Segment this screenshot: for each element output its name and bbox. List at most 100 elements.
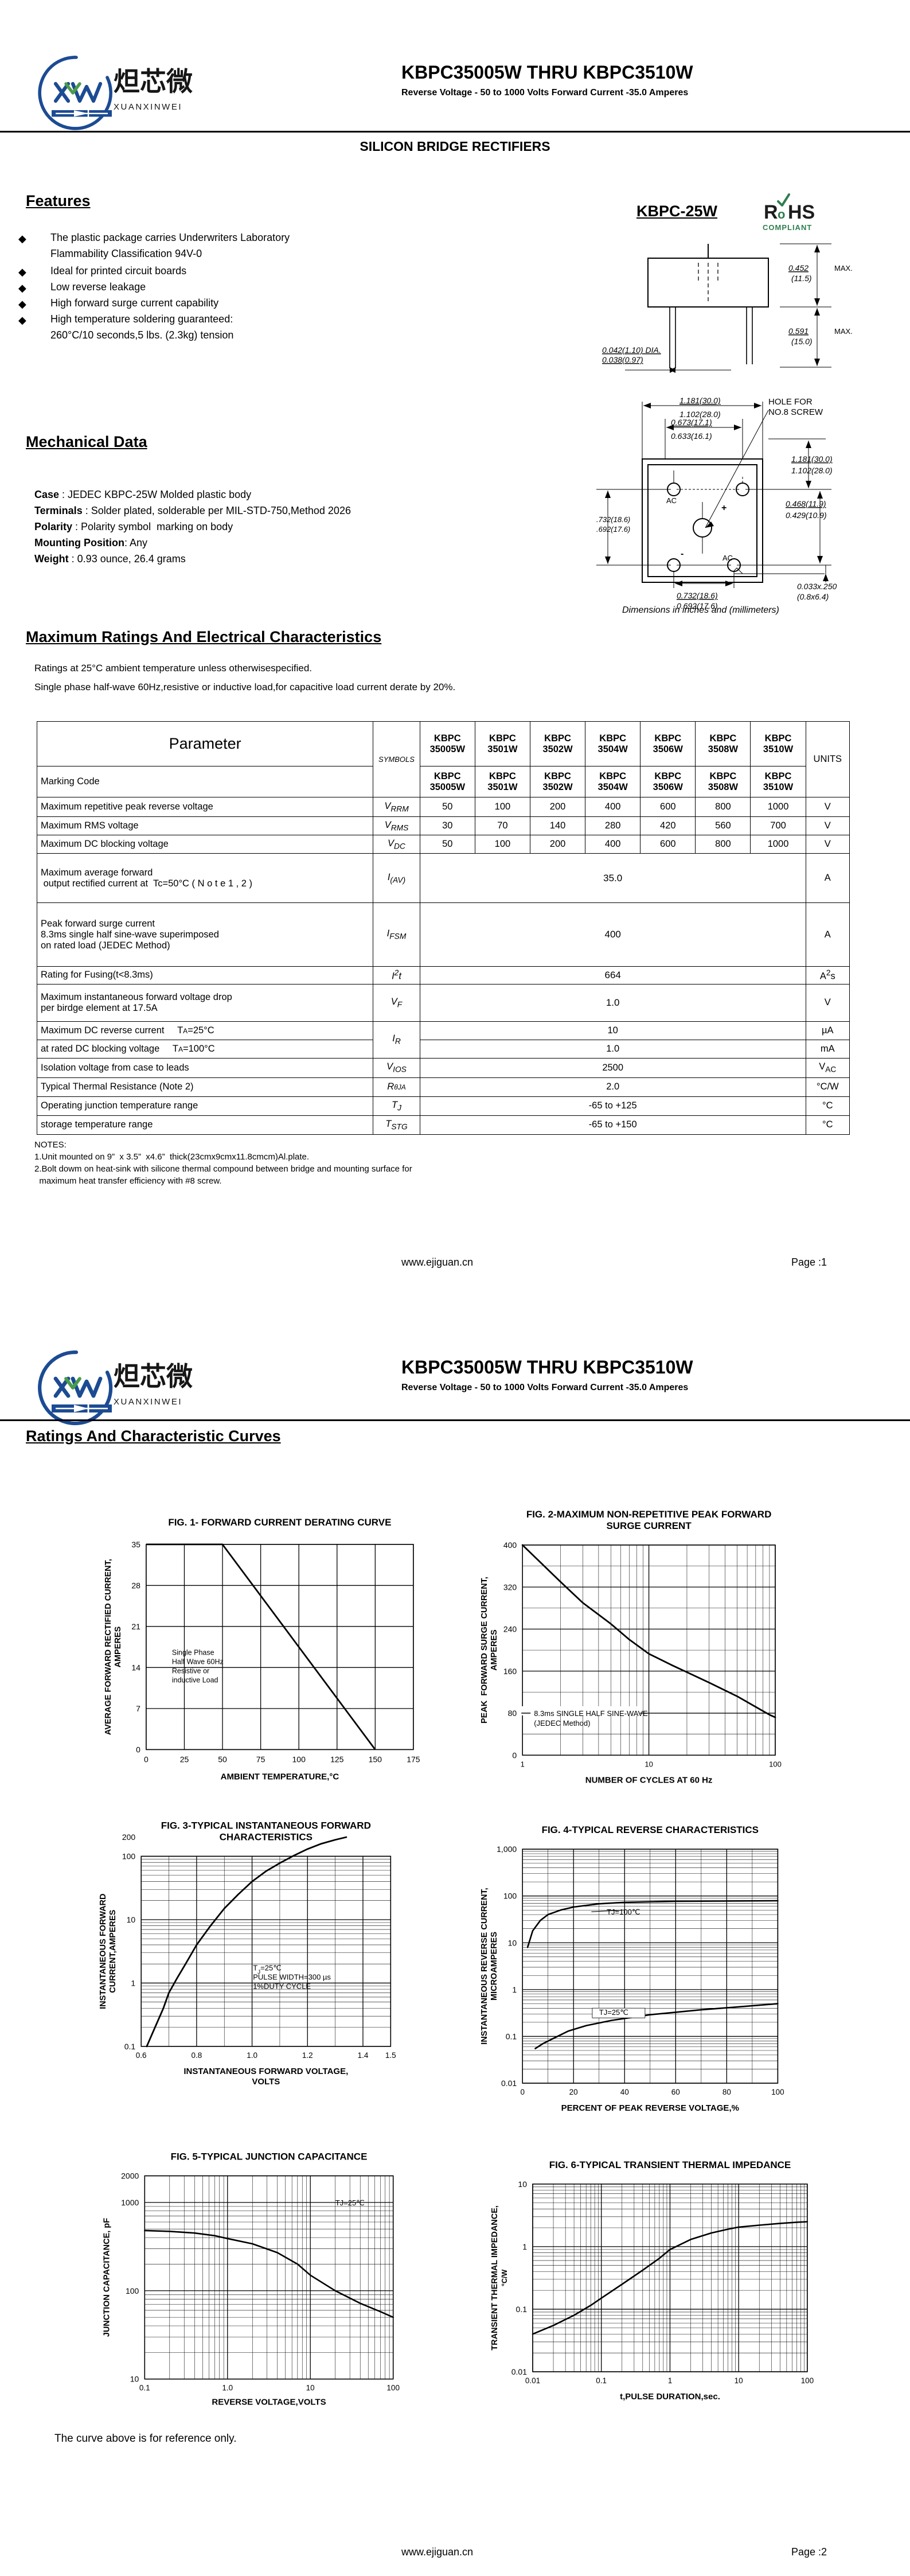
svg-text:1.2: 1.2 [302,2051,313,2060]
svg-text:0.1: 0.1 [516,2305,528,2314]
svg-text:1.5: 1.5 [385,2051,396,2060]
svg-text:+: + [721,503,727,513]
svg-text:REVERSE VOLTAGE,VOLTS: REVERSE VOLTAGE,VOLTS [212,2398,326,2407]
svg-text:AMPERES: AMPERES [490,1629,499,1671]
svg-text:1: 1 [522,2242,527,2251]
svg-text:JUNCTION CAPACITANCE, pF: JUNCTION CAPACITANCE, pF [102,2218,111,2337]
svg-text:FIG. 3-TYPICAL INSTANTANEOUS F: FIG. 3-TYPICAL INSTANTANEOUS FORWARD [161,1820,371,1831]
svg-text:PEAK FORWARD SURGE CURRENT,: PEAK FORWARD SURGE CURRENT, [480,1577,489,1723]
svg-text:0.673(17.1): 0.673(17.1) [671,418,712,427]
svg-text:1.102(28.0): 1.102(28.0) [791,466,833,475]
svg-text:0.01: 0.01 [501,2079,517,2088]
svg-text:Single Phase: Single Phase [172,1649,214,1657]
svg-text:0.038(0.97): 0.038(0.97) [602,355,643,364]
svg-text:1: 1 [512,1985,517,1994]
svg-text:AC: AC [722,554,733,562]
svg-text:1: 1 [668,2376,673,2385]
svg-text:0.1: 0.1 [124,2042,136,2051]
svg-text:TRANSIENT THERMAL IMPEDANCE,: TRANSIENT THERMAL IMPEDANCE, [490,2205,499,2351]
svg-text:HS: HS [788,201,815,223]
svg-text:200: 200 [122,1832,136,1842]
svg-text:10: 10 [735,2376,743,2385]
svg-text:0.429(10.9): 0.429(10.9) [786,511,827,520]
svg-text:8.3ms SINGLE HALF SINE-WAVE: 8.3ms SINGLE HALF SINE-WAVE [534,1709,648,1718]
svg-text:320: 320 [503,1582,517,1591]
svg-text:0.8: 0.8 [192,2051,202,2060]
svg-text:Half Wave 60Hz: Half Wave 60Hz [172,1658,224,1666]
svg-text:60: 60 [671,2088,680,2096]
svg-text:1.0: 1.0 [222,2384,233,2392]
svg-text:TJ=25℃: TJ=25℃ [335,2198,365,2207]
svg-text:t,PULSE DURATION,sec.: t,PULSE DURATION,sec. [620,2392,720,2402]
svg-text:1.181(30.0): 1.181(30.0) [791,454,833,464]
svg-text:40: 40 [620,2088,629,2096]
svg-text:1.4: 1.4 [358,2051,369,2060]
svg-text:2000: 2000 [121,2172,139,2181]
svg-text:21: 21 [131,1622,140,1631]
svg-text:INSTANTANEOUS FORWARD: INSTANTANEOUS FORWARD [99,1894,108,2009]
svg-text:FIG. 4-TYPICAL REVERSE CHARACT: FIG. 4-TYPICAL REVERSE CHARACTERISTICS [542,1824,759,1835]
svg-text:100: 100 [292,1755,306,1764]
svg-text:0.1: 0.1 [506,2032,517,2041]
svg-text:100: 100 [386,2384,400,2392]
svg-text:0.01: 0.01 [525,2376,540,2385]
svg-text:INSTANTANEOUS REVERSE CURRENT,: INSTANTANEOUS REVERSE CURRENT, [480,1888,489,2044]
svg-text:FIG. 6-TYPICAL TRANSIENT THERM: FIG. 6-TYPICAL TRANSIENT THERMAL IMPEDAN… [549,2159,791,2170]
svg-text:AC: AC [666,496,677,505]
svg-text:0.591: 0.591 [788,326,809,336]
svg-text:.692(17.6): .692(17.6) [596,525,630,534]
svg-text:10: 10 [306,2384,315,2392]
svg-text:Resistive or: Resistive or [172,1667,209,1675]
svg-text:100: 100 [771,2088,784,2096]
svg-text:CHARACTERISTICS: CHARACTERISTICS [220,1832,313,1843]
svg-text:50: 50 [218,1755,227,1764]
svg-text:80: 80 [508,1709,517,1718]
svg-text:125: 125 [330,1755,344,1764]
svg-text:(0.8x6.4): (0.8x6.4) [797,592,829,601]
svg-text:100: 100 [122,1852,136,1861]
svg-text:100: 100 [503,1892,517,1901]
svg-text:MAX.: MAX. [834,264,853,273]
svg-text:INSTANTANEOUS FORWARD VOLTAGE,: INSTANTANEOUS FORWARD VOLTAGE, [183,2067,348,2076]
svg-text:1.181(30.0): 1.181(30.0) [679,396,721,405]
svg-text:100: 100 [801,2376,814,2385]
svg-text:80: 80 [722,2088,731,2096]
svg-text:1: 1 [521,1760,525,1768]
svg-text:0.633(16.1): 0.633(16.1) [671,431,712,441]
svg-text:(JEDEC Method): (JEDEC Method) [534,1719,590,1727]
svg-text:240: 240 [503,1625,517,1634]
svg-text:0: 0 [136,1745,140,1754]
svg-text:o: o [778,207,785,221]
svg-text:1,000: 1,000 [497,1845,517,1854]
svg-text:0.042(1.10) DIA.: 0.042(1.10) DIA. [602,345,661,355]
svg-text:VOLTS: VOLTS [252,2077,280,2087]
svg-text:28: 28 [131,1581,140,1590]
svg-text:0: 0 [144,1755,149,1764]
svg-text:100: 100 [126,2286,139,2295]
svg-text:1.0: 1.0 [247,2051,257,2060]
svg-text:炟芯微: 炟芯微 [114,67,193,96]
svg-text:PERCENT OF PEAK REVERSE VOLTAG: PERCENT OF PEAK REVERSE VOLTAGE,% [561,2103,739,2113]
svg-text:.732(18.6): .732(18.6) [596,515,630,524]
svg-text:0.452: 0.452 [788,263,809,273]
svg-text:75: 75 [256,1755,265,1764]
svg-text:10: 10 [508,1938,517,1947]
svg-text:HOLE FOR: HOLE FOR [768,397,813,407]
svg-text:FIG. 1- FORWARD CURRENT DERATI: FIG. 1- FORWARD CURRENT DERATING CURVE [168,1517,391,1528]
svg-text:0.033x.250: 0.033x.250 [797,582,837,591]
svg-text:175: 175 [407,1755,420,1764]
svg-text:1%DUTY CYCLE: 1%DUTY CYCLE [253,1982,311,1990]
svg-text:1000: 1000 [121,2198,139,2207]
svg-text:100: 100 [769,1760,782,1768]
svg-text:1: 1 [131,1978,135,1987]
svg-text:PULSE WIDTH=300 µs: PULSE WIDTH=300 µs [253,1972,331,1981]
svg-text:AMPERES: AMPERES [114,1626,123,1668]
svg-text:0.732(18.6): 0.732(18.6) [677,591,718,600]
svg-text:COMPLIANT: COMPLIANT [763,223,812,232]
svg-text:10: 10 [130,2375,139,2384]
svg-text:150: 150 [369,1755,382,1764]
svg-text:AVERAGE FORWARD RECTIFIED CURR: AVERAGE FORWARD RECTIFIED CURRENT, [104,1559,113,1735]
svg-text:7: 7 [136,1704,140,1713]
svg-text:MAX.: MAX. [834,327,853,336]
svg-text:NUMBER OF CYCLES AT 60 Hz: NUMBER OF CYCLES AT 60 Hz [585,1775,713,1785]
